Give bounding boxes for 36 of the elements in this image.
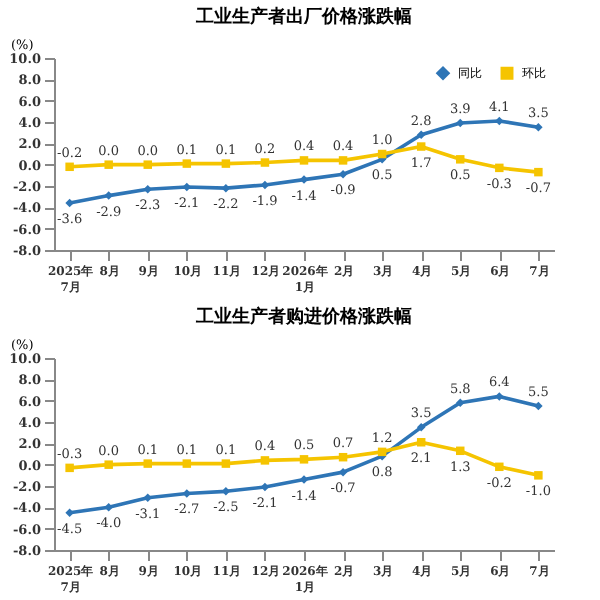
point <box>495 163 504 173</box>
point <box>65 162 74 172</box>
point <box>534 123 543 132</box>
point <box>182 459 192 468</box>
point <box>416 130 426 140</box>
point <box>495 116 504 126</box>
point <box>65 463 74 473</box>
point <box>534 471 543 480</box>
point <box>143 459 152 468</box>
point <box>299 455 309 464</box>
point <box>104 160 113 169</box>
point <box>65 508 74 517</box>
point <box>456 398 465 408</box>
point <box>416 423 426 432</box>
point <box>416 438 426 447</box>
point <box>338 156 348 165</box>
point <box>143 184 152 194</box>
point <box>495 392 504 401</box>
point <box>104 503 113 512</box>
point <box>221 459 231 468</box>
chart-title: 工业生产者购进价格涨跌幅 <box>194 306 412 328</box>
point <box>182 159 192 168</box>
point <box>221 159 231 168</box>
point <box>416 142 426 151</box>
point <box>143 493 152 502</box>
point <box>143 160 152 169</box>
point <box>260 456 270 465</box>
chart-title: 工业生产者出厂价格涨跌幅 <box>194 6 412 28</box>
point <box>299 156 309 165</box>
point <box>104 460 113 469</box>
point <box>456 155 465 164</box>
point <box>495 462 504 472</box>
point <box>456 118 465 128</box>
point <box>104 191 113 200</box>
point <box>534 167 543 177</box>
point <box>260 158 270 167</box>
